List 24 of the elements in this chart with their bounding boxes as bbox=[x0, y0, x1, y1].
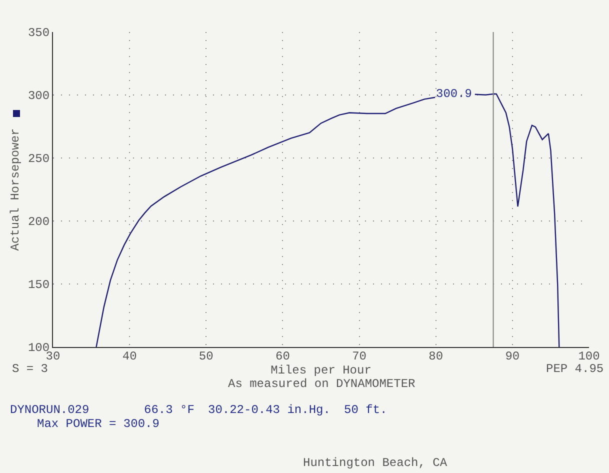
text: 30.22-0.43 in.Hg. bbox=[208, 403, 330, 417]
x-tick-label: 40 bbox=[122, 349, 137, 364]
text: 66.3 °F bbox=[144, 403, 194, 417]
text: As measured on DYNAMOMETER bbox=[228, 377, 416, 391]
x-tick-label: 90 bbox=[505, 349, 520, 364]
annotation: 300.9 bbox=[436, 87, 472, 101]
y-axis-title: Actual Horsepower bbox=[8, 128, 22, 251]
y-tick-label: 300 bbox=[28, 89, 50, 104]
x-tick-label: 60 bbox=[276, 349, 290, 364]
text: Max POWER = 300.9 bbox=[37, 417, 160, 431]
x-tick-label: 50 bbox=[198, 349, 214, 364]
y-tick-label: 150 bbox=[28, 278, 50, 292]
text: Huntington Beach, CA bbox=[303, 456, 448, 470]
text: DYNORUN.029 bbox=[10, 403, 90, 417]
y-tick-label: 350 bbox=[28, 26, 50, 40]
x-tick-label: 100 bbox=[578, 349, 600, 364]
x-axis-title: Miles per Hour bbox=[270, 363, 372, 378]
text: 50 ft. bbox=[344, 403, 388, 417]
text: S = 3 bbox=[12, 362, 48, 376]
y-tick-label: 250 bbox=[28, 152, 50, 166]
y-tick-label: 200 bbox=[28, 215, 50, 230]
x-tick-label: 80 bbox=[428, 349, 444, 364]
text: PEP 4.95 bbox=[546, 362, 604, 376]
x-tick-label: 70 bbox=[352, 349, 366, 364]
